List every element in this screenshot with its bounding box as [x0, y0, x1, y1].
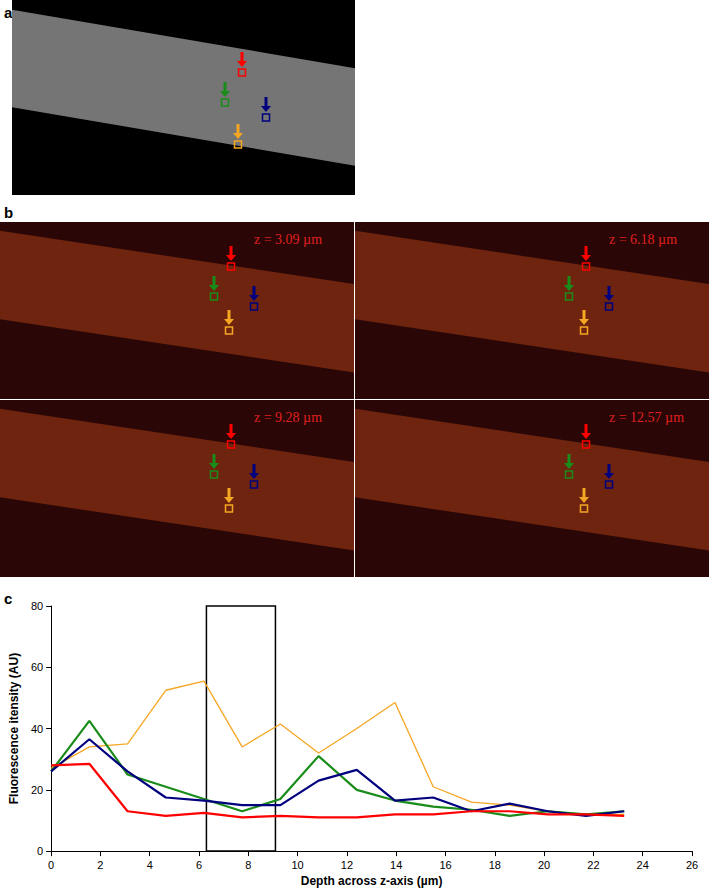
svg-text:6: 6 — [196, 859, 202, 871]
svg-text:14: 14 — [390, 859, 402, 871]
svg-text:26: 26 — [686, 859, 698, 871]
svg-text:0: 0 — [48, 859, 54, 871]
html-text:b: b — [4, 204, 14, 221]
html-text:c: c — [4, 590, 13, 607]
svg-text:22: 22 — [587, 859, 599, 871]
svg-text:60: 60 — [31, 661, 43, 673]
svg-text:18: 18 — [489, 859, 501, 871]
svg-text:Fluorescence itensity (AU): Fluorescence itensity (AU) — [7, 653, 21, 804]
svg-text:4: 4 — [147, 859, 153, 871]
svg-text:10: 10 — [291, 859, 303, 871]
svg-text:8: 8 — [245, 859, 251, 871]
svg-text:80: 80 — [31, 600, 43, 612]
svg-text:Depth across z-axis (µm): Depth across z-axis (µm) — [301, 874, 443, 888]
svg-text:2: 2 — [97, 859, 103, 871]
svg-text:24: 24 — [637, 859, 649, 871]
svg-text:z = 12.57 µm: z = 12.57 µm — [609, 410, 684, 425]
svg-text:0: 0 — [37, 845, 43, 857]
svg-text:z = 3.09 µm: z = 3.09 µm — [254, 232, 322, 247]
svg-text:20: 20 — [31, 784, 43, 796]
svg-text:12: 12 — [341, 859, 353, 871]
svg-text:z = 6.18 µm: z = 6.18 µm — [609, 232, 677, 247]
svg-text:16: 16 — [439, 859, 451, 871]
svg-text:20: 20 — [538, 859, 550, 871]
svg-text:z = 9.28 µm: z = 9.28 µm — [254, 410, 322, 425]
svg-text:40: 40 — [31, 723, 43, 735]
html-text:a: a — [4, 4, 13, 21]
